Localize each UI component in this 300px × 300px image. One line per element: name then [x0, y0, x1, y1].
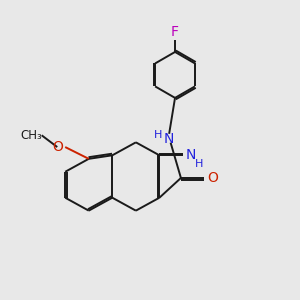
Text: O: O — [52, 140, 63, 154]
Text: O: O — [207, 171, 218, 185]
Text: H: H — [154, 130, 162, 140]
Text: N: N — [164, 132, 174, 146]
Text: F: F — [171, 25, 179, 39]
Text: N: N — [186, 148, 196, 162]
Text: CH₃: CH₃ — [20, 129, 42, 142]
Text: H: H — [195, 158, 203, 169]
